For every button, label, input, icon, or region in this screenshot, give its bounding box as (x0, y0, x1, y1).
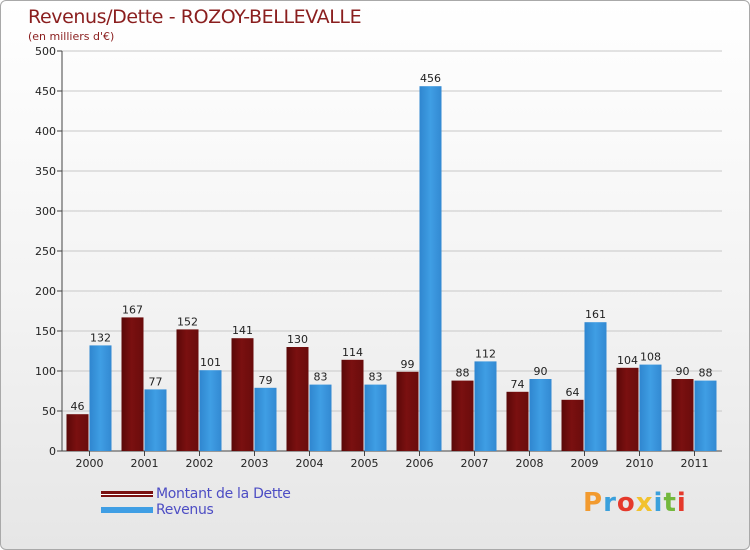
bar-revenus (199, 370, 222, 451)
legend-swatch-revenus (101, 507, 153, 513)
y-tick-label: 100 (35, 365, 56, 378)
data-label-dette: 64 (566, 386, 580, 399)
y-tick-label: 300 (35, 205, 56, 218)
bar-dette (231, 338, 254, 451)
bar-revenus (474, 361, 497, 451)
logo-letter: P (583, 488, 604, 518)
y-tick-label: 200 (35, 285, 56, 298)
x-tick-label: 2006 (406, 457, 434, 470)
bar-revenus (694, 380, 717, 451)
x-tick-label: 2011 (681, 457, 709, 470)
data-label-dette: 104 (617, 354, 638, 367)
data-label-dette: 167 (122, 303, 143, 316)
bar-revenus (639, 364, 662, 451)
y-tick-label: 50 (42, 405, 56, 418)
y-tick-label: 500 (35, 45, 56, 58)
bar-dette (176, 329, 199, 451)
bar-chart: 0 50 100 150 200 250 300 350 400 450 500 2000 46 132 2… (35, 45, 722, 470)
x-tick-label: 2000 (76, 457, 104, 470)
logo-letter: i (653, 488, 664, 518)
data-label-revenus: 79 (259, 374, 273, 387)
data-label-dette: 99 (401, 358, 415, 371)
bar-revenus (89, 345, 112, 451)
bar-revenus (144, 389, 167, 451)
bar-revenus (254, 387, 277, 451)
y-tick-label: 450 (35, 85, 56, 98)
data-label-dette: 114 (342, 346, 363, 359)
data-label-dette: 88 (456, 367, 470, 380)
y-tick-label: 400 (35, 125, 56, 138)
bar-dette (66, 414, 89, 451)
data-label-dette: 152 (177, 315, 198, 328)
data-label-dette: 130 (287, 333, 308, 346)
x-tick-label: 2010 (626, 457, 654, 470)
y-tick-label: 0 (49, 445, 56, 458)
x-tick-label: 2009 (571, 457, 599, 470)
bar-revenus (584, 322, 607, 451)
logo-letter: t (663, 488, 677, 518)
bar-revenus (419, 86, 442, 451)
bar-dette (396, 371, 419, 451)
legend-label-revenus: Revenus (156, 502, 214, 518)
logo-letter: i (676, 488, 687, 518)
bar-revenus (309, 384, 332, 451)
legend-swatch-dette (101, 491, 153, 497)
data-label-revenus: 101 (200, 356, 221, 369)
data-label-revenus: 112 (475, 347, 496, 360)
logo-letter: r (603, 488, 617, 518)
data-label-revenus: 77 (149, 375, 163, 388)
bar-dette (451, 380, 474, 451)
bar-revenus (529, 379, 552, 451)
x-tick-label: 2007 (461, 457, 489, 470)
legend-label-dette: Montant de la Dette (156, 486, 291, 502)
x-tick-label: 2005 (351, 457, 379, 470)
x-tick-label: 2003 (241, 457, 269, 470)
y-tick-label: 250 (35, 245, 56, 258)
y-tick-label: 350 (35, 165, 56, 178)
x-tick-label: 2004 (296, 457, 324, 470)
logo-letter: x (635, 488, 654, 518)
chart-title: Revenus/Dette - ROZOY-BELLEVALLE (28, 6, 362, 28)
data-label-dette: 141 (232, 324, 253, 337)
data-label-revenus: 108 (640, 351, 661, 364)
proxiti-logo: Proxiti (583, 488, 687, 518)
data-label-dette: 90 (676, 365, 690, 378)
data-label-revenus: 90 (534, 365, 548, 378)
bar-dette (286, 347, 309, 451)
bar-dette (121, 317, 144, 451)
bar-revenus (364, 384, 387, 451)
chart-subtitle: (en milliers d'€) (28, 30, 115, 43)
x-tick-label: 2001 (131, 457, 159, 470)
x-tick-label: 2008 (516, 457, 544, 470)
data-label-revenus: 132 (90, 331, 111, 344)
data-label-revenus: 83 (314, 371, 328, 384)
bar-dette (616, 367, 639, 451)
data-label-revenus: 88 (699, 367, 713, 380)
y-tick-label: 150 (35, 325, 56, 338)
bar-dette (506, 391, 529, 451)
data-label-revenus: 83 (369, 371, 383, 384)
bar-dette (671, 379, 694, 451)
bar-dette (561, 399, 584, 451)
data-label-revenus: 456 (420, 72, 441, 85)
data-label-dette: 46 (71, 400, 85, 413)
x-tick-label: 2002 (186, 457, 214, 470)
data-label-revenus: 161 (585, 308, 606, 321)
logo-letter: o (616, 488, 636, 518)
data-label-dette: 74 (511, 378, 525, 391)
bar-dette (341, 359, 364, 451)
